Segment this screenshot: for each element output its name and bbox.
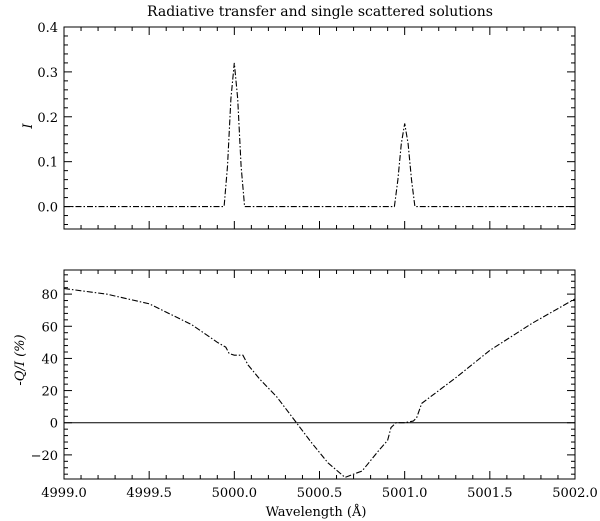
chart-title: Radiative transfer and single scattered …	[147, 4, 493, 20]
bottom-y-tick-label: 0	[50, 417, 58, 432]
bottom-y-tick-label: 60	[41, 320, 58, 335]
bottom-y-tick-label: 20	[41, 385, 58, 400]
top-y-axis-label: I	[21, 123, 36, 130]
top-y-tick-label: 0.1	[37, 156, 58, 171]
x-axis-label: Wavelength (Å)	[266, 504, 367, 520]
top-plot-frame	[63, 26, 576, 230]
bottom-x-tick-label: 4999.5	[126, 486, 172, 501]
bottom-x-tick-label: 4999.0	[41, 486, 87, 501]
bottom-x-tick-label: 5000.5	[297, 486, 343, 501]
bottom-series-polarization	[63, 287, 576, 479]
bottom-x-tick-label: 5001.0	[382, 486, 428, 501]
bottom-x-tick-label: 5001.5	[467, 486, 513, 501]
top-y-tick-label: 0.0	[37, 201, 58, 216]
bottom-x-tick-label: 5000.0	[212, 486, 258, 501]
top-y-tick-label: 0.2	[37, 111, 58, 126]
bottom-y-axis-label: -Q/I (%)	[13, 334, 28, 385]
bottom-x-tick-label: 5002.0	[552, 486, 598, 501]
bottom-y-tick-label: −20	[31, 449, 58, 464]
top-panel: 0.0 0.1 0.2 0.3 0.4	[37, 21, 576, 230]
bottom-y-tick-label: 80	[41, 288, 58, 303]
bottom-panel: 4999.0 4999.5 5000.0 5000.5 5001.0 5001.5 5002…	[31, 269, 598, 501]
top-y-tick-label: 0.3	[37, 66, 58, 81]
top-y-tick-label: 0.4	[37, 21, 58, 36]
top-series-intensity	[64, 62, 575, 208]
bottom-y-tick-label: 40	[41, 352, 58, 367]
